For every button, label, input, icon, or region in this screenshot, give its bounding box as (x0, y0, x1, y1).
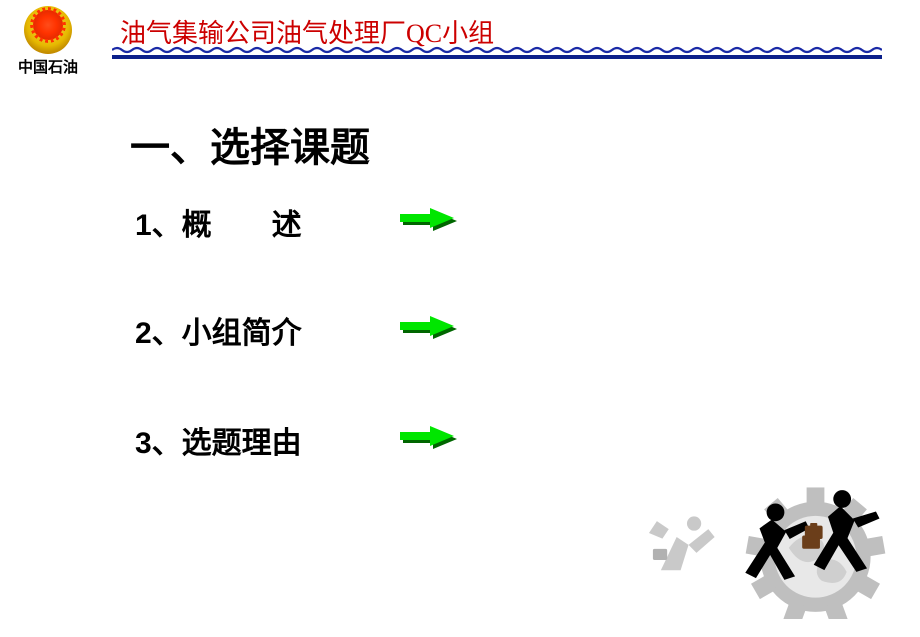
arrow-icon[interactable] (400, 422, 462, 452)
brand-logo: 中国石油 (18, 6, 78, 77)
logo-mark (24, 6, 72, 54)
outline-item-3: 3、选题理由 (135, 418, 302, 462)
logo-sun-icon (33, 10, 63, 40)
outline-item-1: 1、概 述 (135, 200, 302, 244)
outline-item-2: 2、小组简介 (135, 308, 302, 352)
arrow-icon[interactable] (400, 204, 462, 234)
section-title: 一、选择课题 (130, 115, 370, 173)
brand-name: 中国石油 (18, 56, 78, 77)
divider-line (112, 46, 882, 60)
arrow-icon[interactable] (400, 312, 462, 342)
header-subtitle: 油气集输公司油气处理厂QC小组 (120, 13, 494, 50)
decorative-clipart-icon (723, 459, 908, 619)
slide-header: 中国石油 油气集输公司油气处理厂QC小组 (0, 0, 920, 8)
